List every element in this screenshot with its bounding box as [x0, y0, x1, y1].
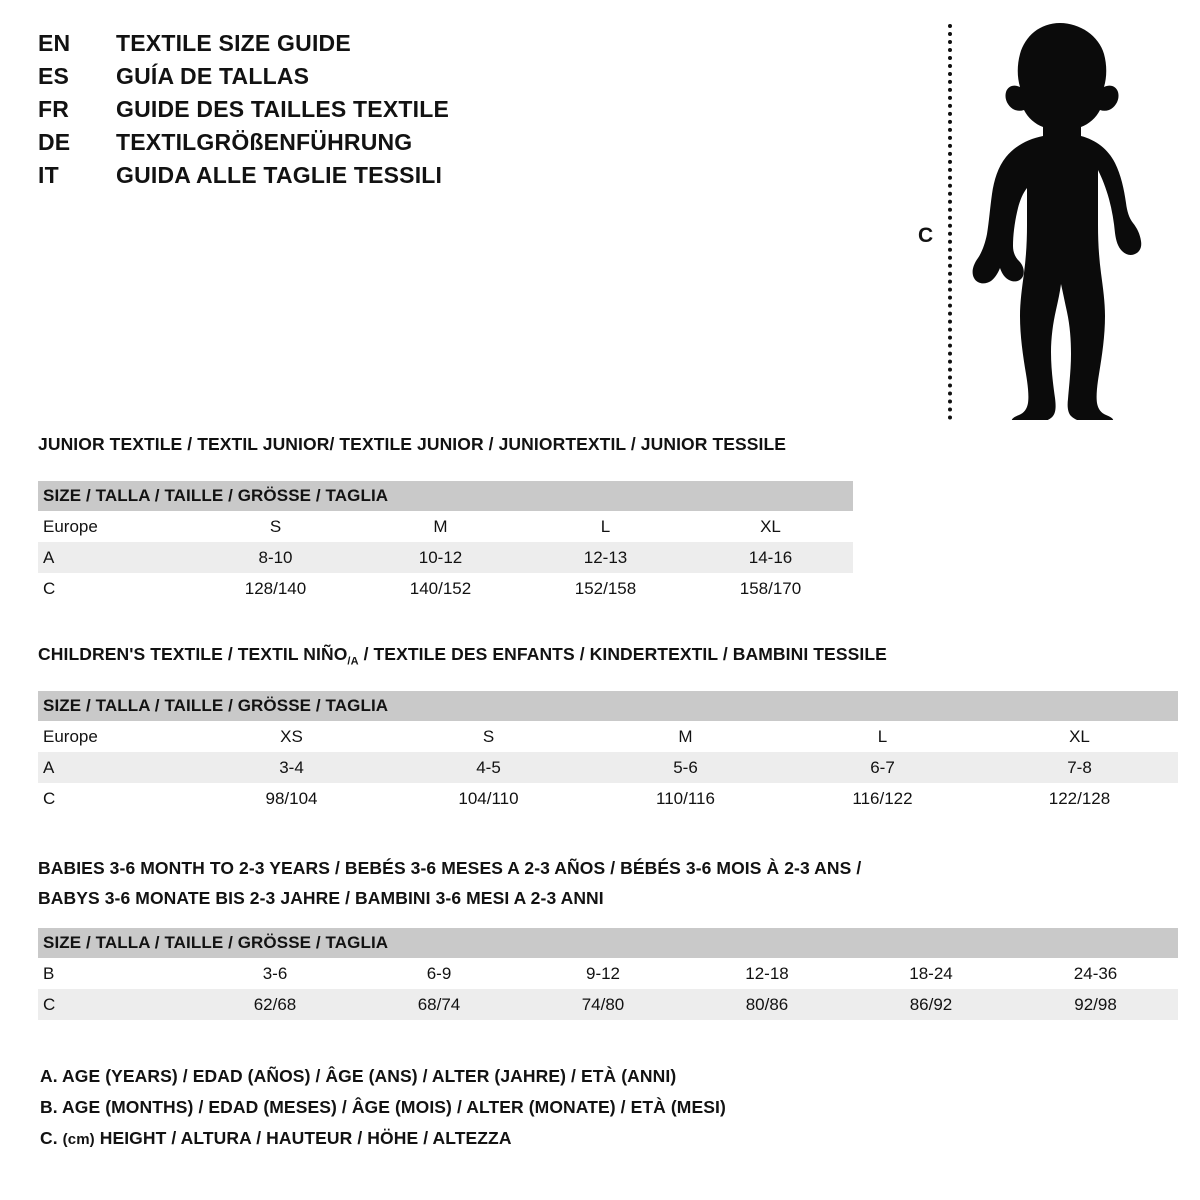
title-row-fr: FR GUIDE DES TAILLES TEXTILE	[38, 96, 558, 129]
section-heading-babies-line1: BABIES 3-6 MONTH TO 2-3 YEARS / BEBÉS 3-…	[38, 858, 862, 878]
cell: 68/74	[357, 989, 521, 1020]
cell: 9-12	[521, 958, 685, 989]
cell: 104/110	[390, 783, 587, 814]
table-row: C 128/140 140/152 152/158 158/170	[38, 573, 853, 604]
cell: 92/98	[1013, 989, 1179, 1020]
cell: 24-36	[1013, 958, 1179, 989]
table-header-label-children: SIZE / TALLA / TAILLE / GRÖSSE / TAGLIA	[38, 691, 1178, 721]
cell: XL	[688, 511, 853, 542]
cell: S	[390, 721, 587, 752]
section-heading-children: CHILDREN'S TEXTILE / TEXTIL NIÑO/A / TEX…	[38, 644, 887, 668]
cell: XS	[193, 721, 390, 752]
height-guide-dotted-line	[948, 24, 952, 420]
table-row: B 3-6 6-9 9-12 12-18 18-24 24-36	[38, 958, 1179, 989]
cell: 6-9	[357, 958, 521, 989]
row-label: C	[38, 783, 193, 814]
row-label: C	[38, 989, 193, 1020]
table-row: Europe S M L XL	[38, 511, 853, 542]
section-heading-children-part2: / TEXTILE DES ENFANTS / KINDERTEXTIL / B…	[358, 644, 887, 664]
table-row: A 3-4 4-5 5-6 6-7 7-8	[38, 752, 1178, 783]
cell: 62/68	[193, 989, 357, 1020]
cell: 74/80	[521, 989, 685, 1020]
cell: L	[784, 721, 981, 752]
table-header-bar-junior: SIZE / TALLA / TAILLE / GRÖSSE / TAGLIA	[38, 481, 853, 511]
language-code-en: EN	[38, 30, 71, 56]
height-measure-label: C	[918, 224, 934, 247]
title-row-en: EN TEXTILE SIZE GUIDE	[38, 30, 558, 63]
legend-line-a: A. AGE (YEARS) / EDAD (AÑOS) / ÂGE (ANS)…	[40, 1066, 677, 1086]
cell: 7-8	[981, 752, 1178, 783]
title-row-de: DE TEXTILGRÖßENFÜHRUNG	[38, 129, 558, 162]
row-label: C	[38, 573, 193, 604]
table-row: C 62/68 68/74 74/80 80/86 86/92 92/98	[38, 989, 1179, 1020]
cell: 5-6	[587, 752, 784, 783]
size-table-babies: SIZE / TALLA / TAILLE / GRÖSSE / TAGLIA …	[38, 928, 1179, 1020]
title-text-es: GUÍA DE TALLAS	[116, 63, 310, 89]
size-table-children: SIZE / TALLA / TAILLE / GRÖSSE / TAGLIA …	[38, 691, 1178, 814]
section-heading-junior: JUNIOR TEXTILE / TEXTIL JUNIOR/ TEXTILE …	[38, 434, 787, 454]
legend-line-b: B. AGE (MONTHS) / EDAD (MESES) / ÂGE (MO…	[40, 1097, 726, 1117]
cell: L	[523, 511, 688, 542]
cell: 10-12	[358, 542, 523, 573]
section-heading-children-part1: CHILDREN'S TEXTILE / TEXTIL NIÑO	[38, 644, 348, 664]
table-header-label-junior: SIZE / TALLA / TAILLE / GRÖSSE / TAGLIA	[38, 481, 853, 511]
title-row-it: IT GUIDA ALLE TAGLIE TESSILI	[38, 162, 558, 195]
table-header-label-babies: SIZE / TALLA / TAILLE / GRÖSSE / TAGLIA	[38, 928, 1179, 958]
cell: 4-5	[390, 752, 587, 783]
child-silhouette-icon	[972, 23, 1142, 420]
cell: M	[358, 511, 523, 542]
cell: M	[587, 721, 784, 752]
cell: 12-18	[685, 958, 849, 989]
row-label: Europe	[38, 721, 193, 752]
language-code-it: IT	[38, 162, 59, 188]
legend-line-c-unit: (cm)	[62, 1131, 95, 1148]
cell: 6-7	[784, 752, 981, 783]
cell: 80/86	[685, 989, 849, 1020]
table-header-bar-children: SIZE / TALLA / TAILLE / GRÖSSE / TAGLIA	[38, 691, 1178, 721]
cell: 14-16	[688, 542, 853, 573]
legend-line-c-prefix: C.	[40, 1128, 63, 1148]
cell: 3-4	[193, 752, 390, 783]
table-row: Europe XS S M L XL	[38, 721, 1178, 752]
cell: XL	[981, 721, 1178, 752]
cell: 122/128	[981, 783, 1178, 814]
cell: 86/92	[849, 989, 1013, 1020]
row-label: Europe	[38, 511, 193, 542]
cell: 98/104	[193, 783, 390, 814]
title-block: EN TEXTILE SIZE GUIDE ES GUÍA DE TALLAS …	[38, 30, 558, 195]
language-code-es: ES	[38, 63, 70, 89]
row-label: A	[38, 752, 193, 783]
title-text-fr: GUIDE DES TAILLES TEXTILE	[116, 96, 449, 122]
title-text-it: GUIDA ALLE TAGLIE TESSILI	[116, 162, 443, 188]
title-row-es: ES GUÍA DE TALLAS	[38, 63, 558, 96]
cell: 152/158	[523, 573, 688, 604]
legend-block: A. AGE (YEARS) / EDAD (AÑOS) / ÂGE (ANS)…	[40, 1066, 726, 1159]
language-code-de: DE	[38, 129, 71, 155]
cell: 158/170	[688, 573, 853, 604]
row-label: A	[38, 542, 193, 573]
table-row: A 8-10 10-12 12-13 14-16	[38, 542, 853, 573]
section-heading-children-sub: /A	[347, 655, 359, 668]
cell: 18-24	[849, 958, 1013, 989]
cell: 8-10	[193, 542, 358, 573]
table-row: C 98/104 104/110 110/116 116/122 122/128	[38, 783, 1178, 814]
cell: 116/122	[784, 783, 981, 814]
cell: 128/140	[193, 573, 358, 604]
cell: S	[193, 511, 358, 542]
cell: 3-6	[193, 958, 357, 989]
legend-line-c-rest: HEIGHT / ALTURA / HAUTEUR / HÖHE / ALTEZ…	[94, 1128, 512, 1148]
title-text-de: TEXTILGRÖßENFÜHRUNG	[116, 129, 413, 155]
cell: 110/116	[587, 783, 784, 814]
cell: 12-13	[523, 542, 688, 573]
language-code-fr: FR	[38, 96, 70, 122]
section-heading-babies-line2: BABYS 3-6 MONATE BIS 2-3 JAHRE / BAMBINI…	[38, 888, 604, 908]
title-text-en: TEXTILE SIZE GUIDE	[116, 30, 351, 56]
row-label: B	[38, 958, 193, 989]
height-figure: C	[900, 12, 1170, 422]
legend-line-c: C. (cm) HEIGHT / ALTURA / HAUTEUR / HÖHE…	[40, 1128, 726, 1159]
cell: 140/152	[358, 573, 523, 604]
size-table-junior: SIZE / TALLA / TAILLE / GRÖSSE / TAGLIA …	[38, 481, 853, 604]
table-header-bar-babies: SIZE / TALLA / TAILLE / GRÖSSE / TAGLIA	[38, 928, 1179, 958]
